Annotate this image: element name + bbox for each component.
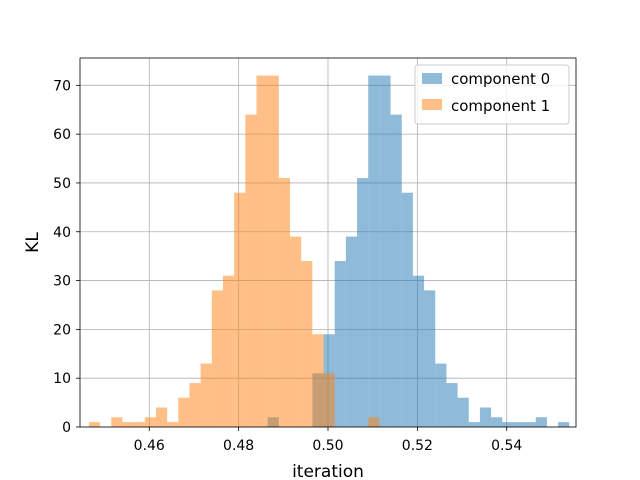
x-tick-label: 0.52 (402, 438, 433, 454)
histogram-bar-component-0 (379, 75, 391, 428)
histogram-bar-component-1 (267, 75, 279, 428)
histogram-bar-component-0 (558, 422, 570, 427)
histogram-bar-component-1 (200, 363, 212, 427)
histogram-bar-component-1 (234, 192, 246, 427)
x-axis-label: iteration (292, 462, 364, 480)
histogram-bar-component-0 (435, 363, 447, 427)
legend-box (414, 64, 570, 125)
x-tick-label: 0.54 (491, 438, 522, 454)
histogram-bar-component-0 (390, 114, 402, 427)
histogram-bar-component-1 (245, 114, 257, 427)
histogram-bar-component-0 (502, 422, 514, 427)
histogram-bar-component-0 (357, 178, 369, 427)
histogram-bar-component-1 (323, 373, 335, 427)
x-tick-label: 0.46 (134, 438, 165, 454)
histogram-bar-component-1 (368, 417, 380, 427)
y-tick-label: 40 (53, 225, 71, 241)
legend-swatch-component-0 (422, 73, 442, 84)
y-axis-label: KL (23, 232, 43, 253)
y-tick-label: 10 (53, 371, 71, 387)
histogram-bar-component-1 (222, 275, 235, 427)
histogram-bar-component-0 (479, 407, 492, 427)
histogram-bar-component-0 (412, 275, 425, 427)
histogram-bar-component-1 (256, 75, 268, 428)
histogram-bar-component-0 (524, 422, 536, 427)
histogram-bar-component-1 (312, 334, 324, 427)
x-tick-label: 0.50 (312, 438, 343, 454)
histogram-bar-component-1 (122, 422, 134, 427)
histogram-bar-component-1 (178, 397, 190, 427)
y-tick-label: 70 (53, 78, 71, 94)
histogram-bar-component-1 (167, 422, 179, 427)
histogram-bar-component-1 (111, 417, 123, 427)
histogram-bar-component-0 (513, 422, 525, 427)
histogram-bar-component-0 (334, 261, 346, 427)
y-tick-label: 0 (62, 420, 71, 436)
histogram-bar-component-0 (401, 192, 413, 427)
y-tick-label: 30 (53, 274, 71, 290)
histogram-bar-component-0 (368, 75, 380, 428)
bars (88, 75, 570, 428)
x-tick-label: 0.48 (223, 438, 254, 454)
histogram-bar-component-1 (133, 422, 145, 427)
histogram-bar-component-1 (88, 422, 101, 427)
y-tick-label: 60 (53, 127, 71, 143)
histogram-bar-component-1 (189, 383, 201, 427)
histogram-bar-component-0 (446, 383, 458, 427)
histogram-bar-component-1 (144, 417, 156, 427)
axis-ticks: 0.46 0.48 0.50 0.52 0.54 0 10 20 30 40 50 60 70 (53, 78, 522, 454)
y-tick-label: 50 (53, 176, 71, 192)
legend-label-component-1: component 1 (451, 97, 550, 115)
histogram-bar-component-0 (491, 417, 503, 427)
histogram-bar-component-0 (424, 290, 436, 427)
histogram-bar-component-0 (457, 397, 469, 427)
histogram-bar-component-0 (535, 417, 547, 427)
histogram-bar-component-1 (155, 407, 168, 427)
y-tick-label: 20 (53, 322, 71, 338)
histogram-bar-component-1 (301, 261, 313, 427)
legend-label-component-0: component 0 (451, 70, 550, 88)
histogram-bar-component-1 (290, 236, 302, 427)
histogram-bar-component-0 (468, 422, 480, 427)
histogram-bar-component-1 (211, 290, 223, 427)
histogram-bar-component-1 (278, 178, 291, 427)
histogram-bar-component-0 (345, 236, 358, 427)
legend-swatch-component-1 (422, 99, 442, 110)
legend: component 0 component 1 (414, 64, 570, 125)
